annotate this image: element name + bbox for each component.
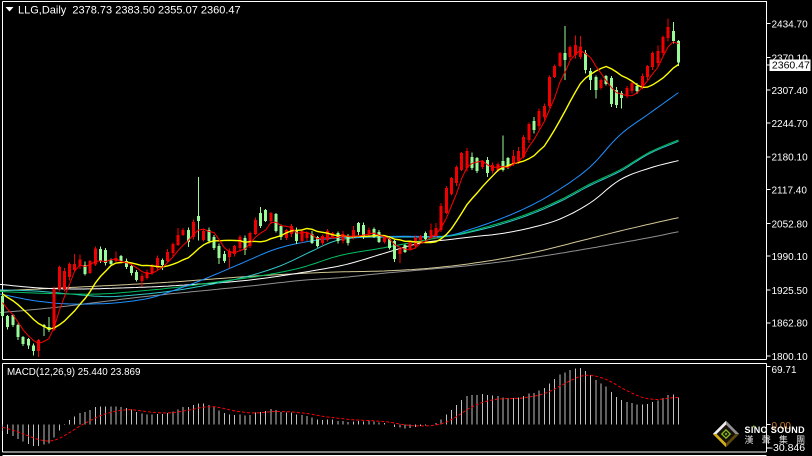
svg-text:69.71: 69.71 xyxy=(772,365,797,376)
svg-text:MACD(12,26,9) 25.440 23.869: MACD(12,26,9) 25.440 23.869 xyxy=(7,367,140,378)
svg-text:2052.80: 2052.80 xyxy=(772,219,809,230)
svg-text:2434.70: 2434.70 xyxy=(772,20,809,31)
svg-text:-30.846: -30.846 xyxy=(770,442,806,454)
svg-text:2117.40: 2117.40 xyxy=(772,186,808,197)
svg-text:0.00: 0.00 xyxy=(772,421,792,432)
svg-text:2307.40: 2307.40 xyxy=(772,86,809,97)
svg-text:1862.80: 1862.80 xyxy=(772,319,809,330)
svg-text:1990.10: 1990.10 xyxy=(772,252,809,263)
svg-text:2244.70: 2244.70 xyxy=(772,119,809,130)
svg-text:1925.50: 1925.50 xyxy=(772,286,809,297)
svg-text:LLG,Daily 2378.73 2383.50 235: LLG,Daily 2378.73 2383.50 2355.07 2360.4… xyxy=(18,4,241,16)
svg-text:漢聲集團: 漢聲集團 xyxy=(745,434,812,445)
svg-text:SINO SOUND: SINO SOUND xyxy=(745,425,806,435)
svg-text:2360.47: 2360.47 xyxy=(772,60,810,72)
svg-text:1800.10: 1800.10 xyxy=(772,352,809,363)
svg-text:2370.10: 2370.10 xyxy=(772,53,809,64)
svg-text:2180.10: 2180.10 xyxy=(772,153,809,164)
